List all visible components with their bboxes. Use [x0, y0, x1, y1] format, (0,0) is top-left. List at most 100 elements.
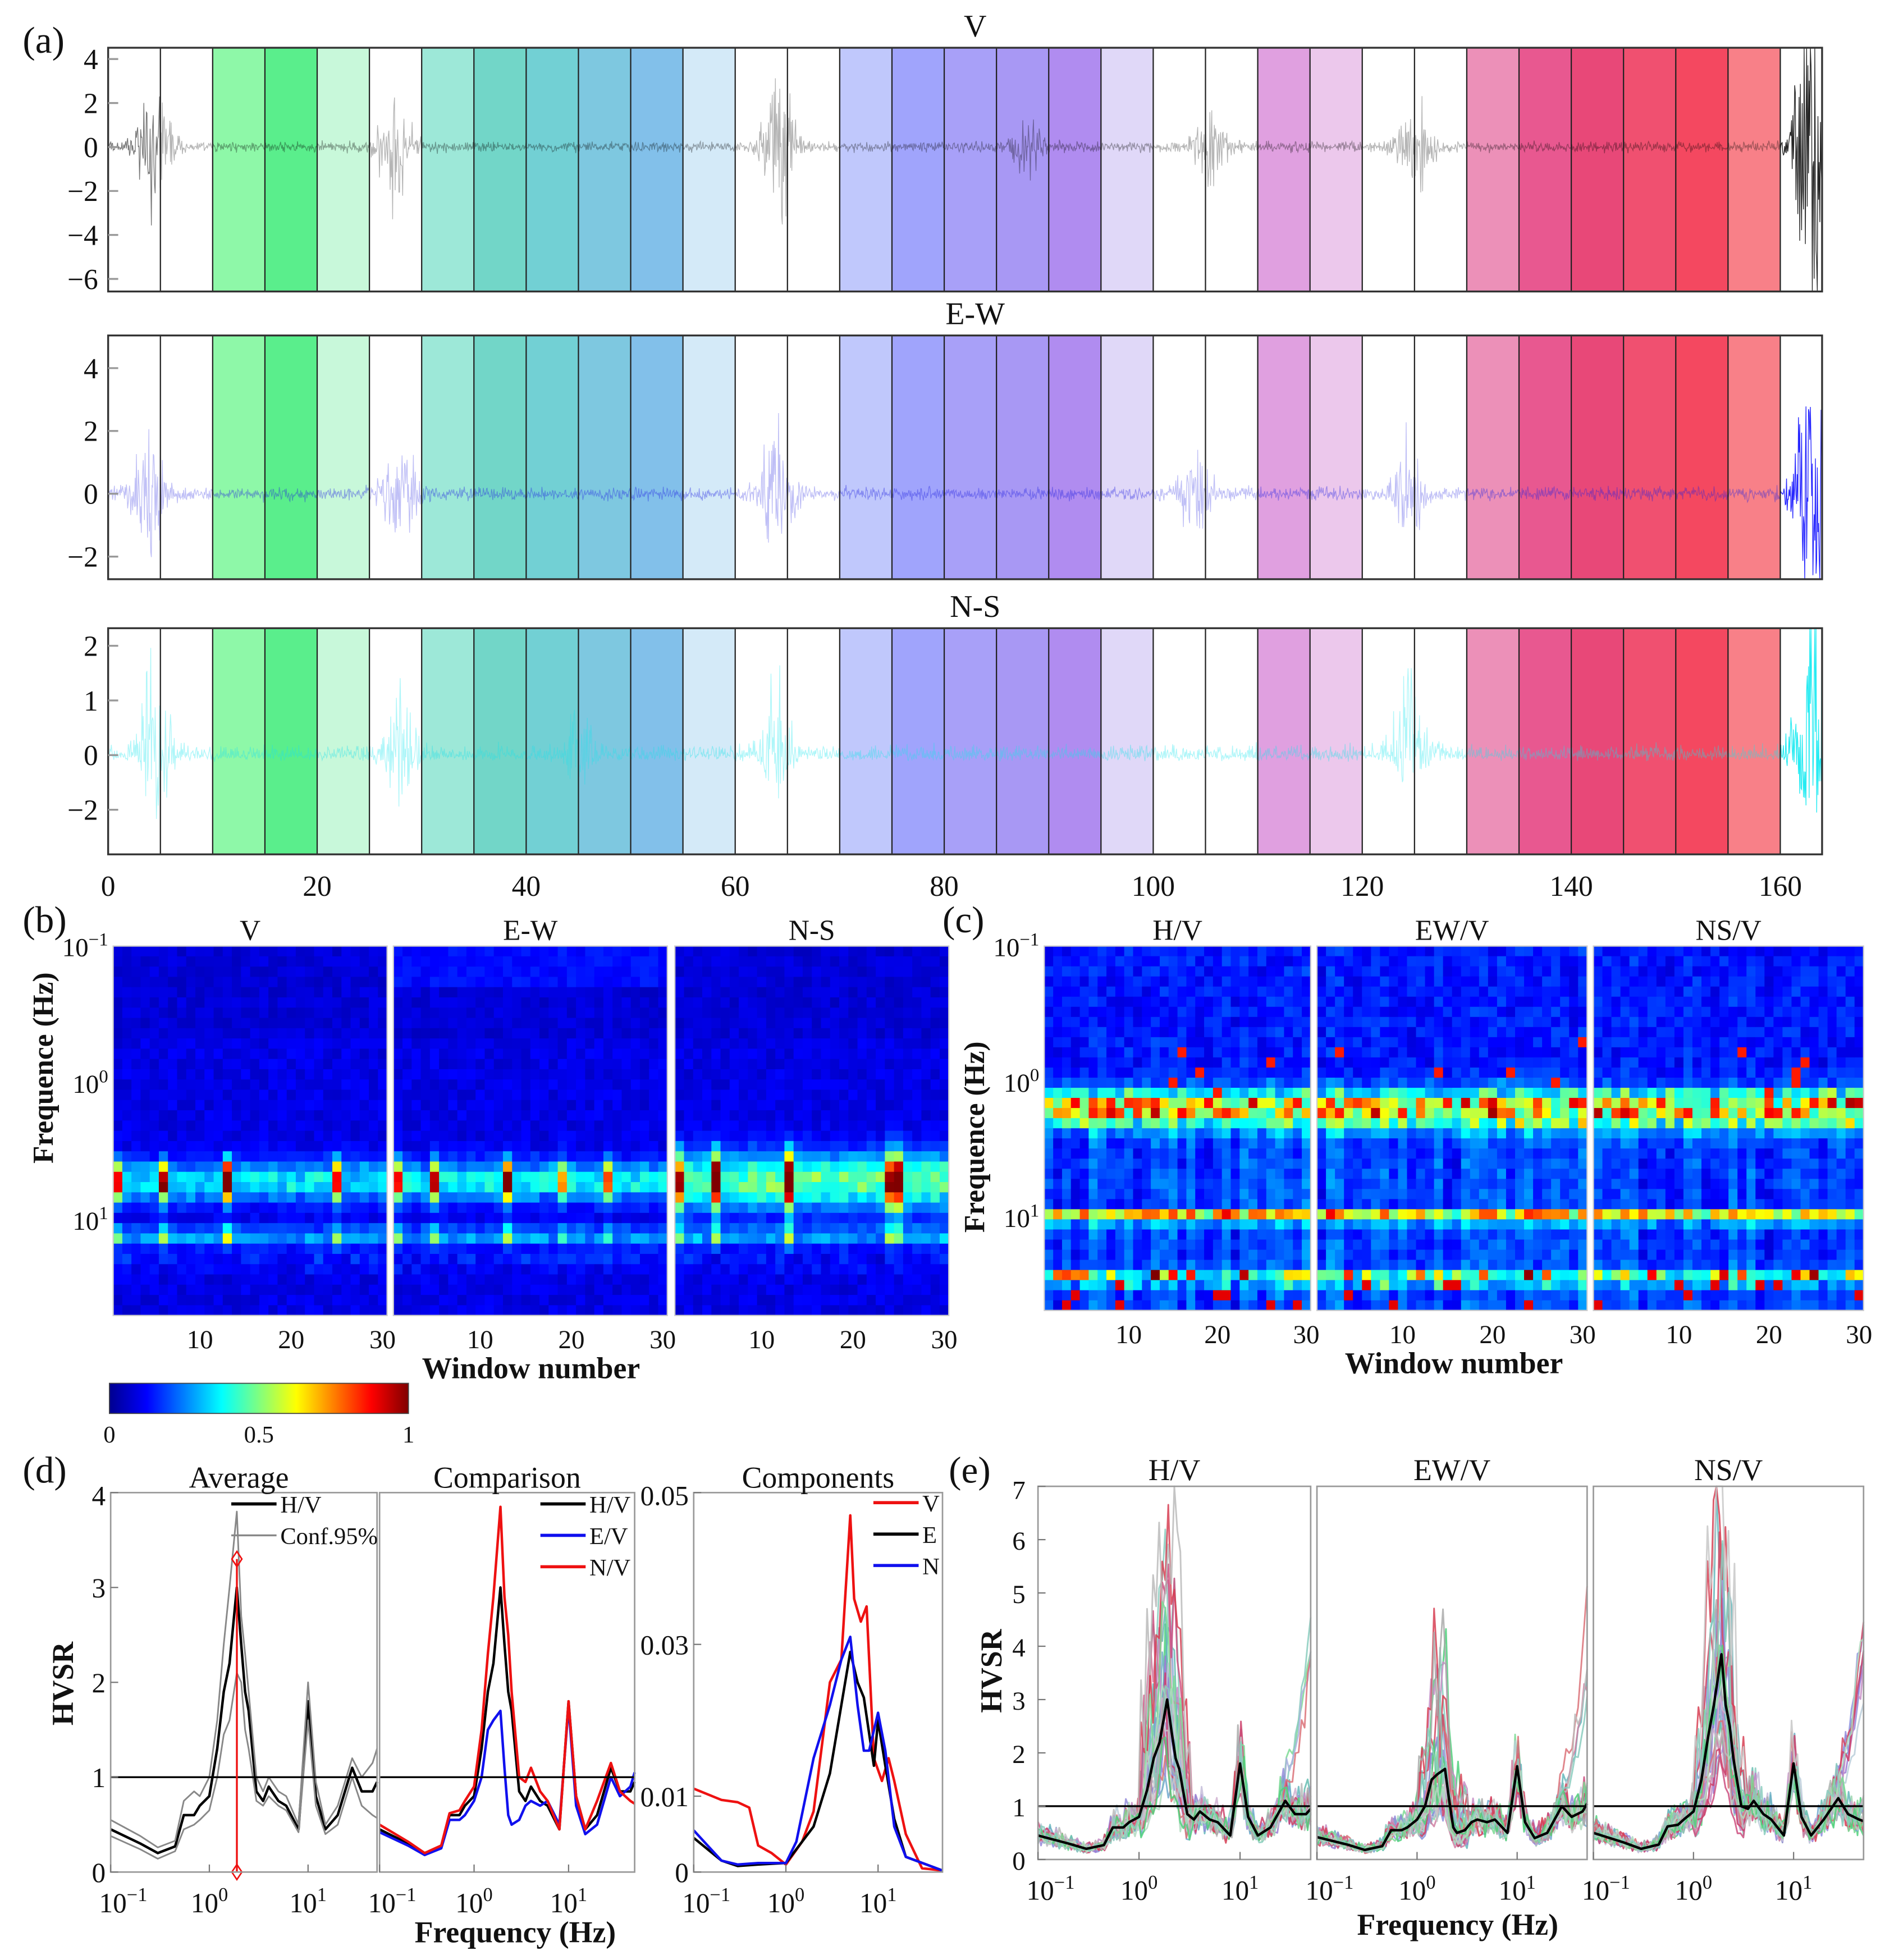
- heatmap-cell: [457, 1202, 467, 1213]
- heatmap-cell: [630, 1038, 640, 1050]
- heatmap-cell: [448, 1233, 458, 1244]
- heatmap-cell: [585, 1295, 595, 1306]
- heatmap-cell: [295, 1182, 305, 1193]
- heatmap-cell: [739, 1284, 749, 1295]
- heatmap-cell: [1344, 1239, 1353, 1251]
- heatmap-cell: [603, 1100, 613, 1111]
- heatmap-cell: [1106, 1280, 1116, 1291]
- heatmap-cell: [259, 1295, 269, 1306]
- heatmap-cell: [168, 1182, 178, 1193]
- heatmap-cell: [420, 1008, 431, 1019]
- heatmap-cell: [639, 1069, 649, 1080]
- heatmap-cell: [830, 1284, 840, 1295]
- heatmap-cell: [305, 1243, 315, 1254]
- heatmap-cell: [857, 997, 867, 1008]
- heatmap-cell: [369, 1212, 379, 1224]
- heatmap-cell: [793, 1100, 803, 1111]
- heatmap-cell: [512, 967, 522, 978]
- heatmap-cell: [649, 997, 659, 1008]
- heatmap-cell: [1353, 946, 1362, 957]
- heatmap-cell: [912, 1233, 922, 1244]
- heatmap-cell: [149, 1202, 159, 1213]
- heatmap-cell: [1044, 1108, 1054, 1119]
- heatmap-cell: [1380, 1098, 1390, 1109]
- heatmap-cell: [930, 1141, 940, 1152]
- heatmap-cell: [168, 1141, 178, 1152]
- heatmap-cell: [1239, 1098, 1249, 1109]
- heatmap-cell: [332, 1295, 342, 1306]
- heatmap-cell: [912, 1028, 922, 1039]
- heatmap-cell: [140, 997, 150, 1008]
- heatmap-cell: [739, 1192, 749, 1203]
- heatmap-cell: [402, 1018, 413, 1029]
- heatmap-cell: [241, 1305, 251, 1316]
- heatmap-cell: [369, 1192, 379, 1203]
- heatmap-cell: [675, 1018, 685, 1029]
- heatmap-cell: [658, 1202, 668, 1213]
- heatmap-cell: [402, 1079, 413, 1091]
- heatmap-cell: [1293, 1067, 1302, 1078]
- heatmap-cell: [402, 1284, 413, 1295]
- heatmap-cell: [548, 1079, 559, 1091]
- heatmap-cell: [903, 1059, 913, 1070]
- heatmap-cell: [131, 1048, 141, 1060]
- heatmap-cell: [1124, 1280, 1134, 1291]
- heatmap-cell: [195, 1028, 205, 1039]
- heatmap-cell: [1168, 1047, 1178, 1058]
- heatmap-cell: [359, 1120, 369, 1132]
- heatmap-cell: [594, 1223, 604, 1234]
- heatmap-cell: [639, 1141, 649, 1152]
- heatmap-cell: [484, 956, 495, 967]
- heatmap-cell: [1106, 1199, 1116, 1210]
- heatmap-cell: [649, 967, 659, 978]
- heatmap-cell: [649, 1202, 659, 1213]
- heatmap-cell: [876, 987, 886, 998]
- heatmap-cell: [393, 1018, 403, 1029]
- heatmap-cell: [521, 1110, 531, 1121]
- heatmap-cell: [359, 956, 369, 967]
- heatmap-cell: [748, 1110, 758, 1121]
- y-tick-label: 100: [1004, 1065, 1039, 1098]
- heatmap-cell: [484, 1192, 495, 1203]
- tick-exponent: 1: [1030, 1201, 1039, 1221]
- heatmap-cell: [277, 1141, 287, 1152]
- heatmap-cell: [1062, 1270, 1072, 1281]
- heatmap-cell: [1293, 1260, 1302, 1271]
- heatmap-cell: [739, 946, 749, 957]
- heatmap-cell: [158, 1192, 168, 1203]
- heatmap-cell: [1177, 1189, 1187, 1200]
- heatmap-cell: [1230, 986, 1241, 997]
- heatmap-cell: [603, 1223, 613, 1234]
- heatmap-cell: [576, 1295, 586, 1306]
- heatmap-cell: [259, 997, 269, 1008]
- heatmap-cell: [241, 1038, 251, 1050]
- heatmap-cell: [939, 1008, 949, 1019]
- heatmap-cell: [1293, 946, 1302, 957]
- heatmap-cell: [1177, 1108, 1187, 1119]
- heatmap-cell: [566, 1059, 577, 1070]
- heatmap-cell: [1106, 976, 1116, 987]
- heatmap-cell: [921, 1284, 931, 1295]
- heatmap-cell: [1257, 956, 1267, 967]
- heatmap-cell: [702, 1130, 712, 1142]
- heatmap-cell: [332, 1089, 342, 1101]
- heatmap-cell: [186, 967, 196, 978]
- heatmap-cell: [232, 987, 242, 998]
- heatmap-cell: [521, 1069, 531, 1080]
- heatmap-cell: [149, 1223, 159, 1234]
- heatmap-cell: [158, 1048, 168, 1060]
- heatmap-cell: [158, 1151, 168, 1162]
- heatmap-cell: [658, 1141, 668, 1152]
- heatmap-cell: [1088, 996, 1098, 1008]
- heatmap-cell: [140, 1110, 150, 1121]
- heatmap-cell: [857, 987, 867, 998]
- heatmap-cell: [566, 997, 577, 1008]
- heatmap-cell: [420, 967, 431, 978]
- heatmap-cell: [1266, 1300, 1276, 1311]
- heatmap-cell: [939, 956, 949, 967]
- heatmap-cell: [1151, 1098, 1160, 1109]
- heatmap-cell: [621, 1161, 632, 1173]
- heatmap-cell: [812, 1079, 822, 1091]
- waveform-trace: [212, 744, 266, 762]
- heatmap-cell: [812, 1100, 822, 1111]
